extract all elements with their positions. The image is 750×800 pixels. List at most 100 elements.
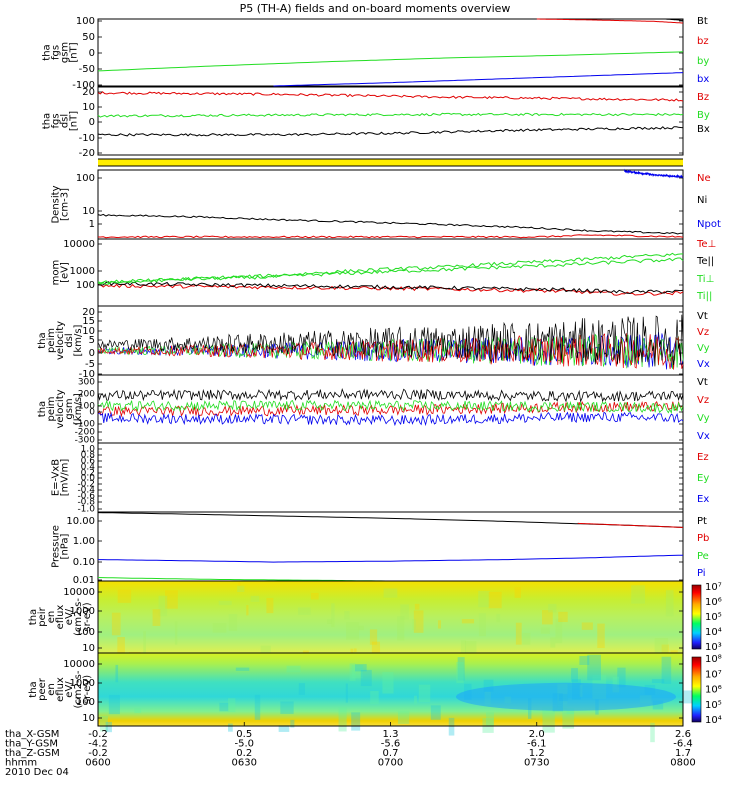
y-axis-label: [mV/m] bbox=[60, 459, 71, 497]
yellow-status-bar bbox=[98, 159, 683, 166]
y-tick-label: -20 bbox=[79, 148, 95, 159]
y-tick-label: 15 bbox=[82, 316, 95, 327]
heatmap-streak bbox=[237, 585, 245, 593]
y-axis-label: [km/s] bbox=[73, 393, 84, 425]
y-tick-label: 10 bbox=[82, 643, 95, 654]
x-axis-value: 0630 bbox=[232, 758, 257, 769]
series-line-Ti|| bbox=[97, 252, 684, 285]
heatmap-streak bbox=[354, 648, 357, 653]
heatmap-streak bbox=[579, 655, 590, 665]
y-tick-label: 0 bbox=[89, 348, 95, 359]
colorbar-tick-label: 10⁷ bbox=[705, 582, 722, 593]
heatmap-streak bbox=[456, 661, 464, 684]
y-tick-label: 300 bbox=[78, 378, 95, 388]
y-tick-label: 50 bbox=[82, 32, 95, 43]
heatmap-streak bbox=[99, 715, 108, 732]
y-axis-label: gsm bbox=[64, 398, 75, 419]
series-line-Vx bbox=[98, 411, 684, 427]
heatmap-streak bbox=[550, 637, 556, 648]
x-axis-value: -6.1 bbox=[527, 739, 547, 750]
heatmap-streak bbox=[218, 600, 232, 606]
y-tick-label: 10.00 bbox=[66, 516, 95, 527]
heatmap-streak bbox=[540, 627, 550, 634]
colorbar-tick-label: 10⁵ bbox=[705, 612, 722, 623]
legend-entry-bz: bz bbox=[697, 36, 709, 47]
y-axis-label: Pressure bbox=[51, 525, 62, 568]
y-axis-label: (cm2-s- bbox=[73, 598, 84, 636]
legend-entry-Bx: Bx bbox=[697, 124, 710, 135]
y-axis-label: peer bbox=[37, 677, 48, 701]
panel-3 bbox=[98, 158, 683, 167]
y-tick-label: 10 bbox=[82, 713, 95, 724]
panel-frame bbox=[97, 169, 684, 240]
legend-entry-Pi: Pi bbox=[697, 568, 706, 579]
y-axis-label: [nT] bbox=[69, 111, 80, 131]
y-axis-label: [nT] bbox=[69, 42, 80, 62]
heatmap-streak bbox=[562, 708, 575, 729]
heatmap-streak bbox=[227, 698, 236, 713]
heatmap-streak bbox=[515, 622, 522, 645]
y-axis-label: dsl bbox=[60, 114, 71, 128]
y-tick-label: 0 bbox=[89, 117, 95, 128]
legend-entry-Vt: Vt bbox=[697, 377, 708, 388]
y-tick-label: -50 bbox=[79, 64, 95, 75]
y-tick-label: 200 bbox=[78, 390, 95, 400]
heatmap-streak bbox=[351, 712, 361, 731]
heatmap-streak bbox=[514, 587, 521, 598]
x-axis-value: -6.4 bbox=[673, 739, 693, 750]
heatmap-streak bbox=[254, 694, 261, 720]
y-tick-label: 20 bbox=[82, 87, 95, 98]
y-tick-label: -100 bbox=[72, 80, 95, 91]
heatmap-streak bbox=[235, 667, 250, 671]
heatmap-streak bbox=[566, 709, 575, 715]
heatmap-streak bbox=[108, 694, 120, 715]
chart-title: P5 (TH-A) fields and on-board moments ov… bbox=[239, 2, 511, 15]
y-tick-label: -0.6 bbox=[77, 492, 95, 502]
heatmap-streak bbox=[344, 611, 350, 620]
x-axis-row-label: tha_X-GSM bbox=[5, 729, 59, 740]
y-axis-label: tha bbox=[28, 609, 39, 625]
y-axis-label: Density bbox=[51, 185, 62, 223]
panel-frame bbox=[97, 442, 684, 513]
y-tick-label: 0.0 bbox=[81, 474, 96, 484]
y-axis-label: sr-eV) bbox=[82, 602, 93, 631]
panel-11: 10⁸ 10⁷ 10⁶ 10⁵ 10⁴ 10000 1000 100 10 thapeerenef… bbox=[28, 652, 722, 743]
heatmap-streak bbox=[212, 623, 227, 633]
heatmap-streak bbox=[280, 701, 294, 714]
legend-entry-bx: bx bbox=[697, 74, 709, 85]
heatmap-streak bbox=[414, 603, 420, 610]
y-axis-label: [cm-3] bbox=[60, 188, 71, 221]
x-axis-value: 0730 bbox=[524, 758, 549, 769]
legend-entry-Bz: Bz bbox=[697, 92, 709, 103]
y-tick-label: 100 bbox=[78, 402, 95, 412]
y-axis-label: (cm2-s- bbox=[73, 670, 84, 708]
y-tick-label: -100 bbox=[75, 420, 96, 430]
heatmap-streak bbox=[310, 592, 319, 600]
heatmap-streak bbox=[290, 719, 295, 728]
heatmap-streak bbox=[555, 618, 563, 644]
x-axis-value: -5.0 bbox=[234, 739, 254, 750]
series-line-bx bbox=[273, 72, 684, 87]
y-tick-label: -300 bbox=[75, 436, 96, 446]
x-axis-value: 0600 bbox=[85, 758, 110, 769]
heatmap-streak bbox=[351, 665, 364, 679]
heatmap-streak bbox=[250, 595, 260, 602]
y-axis-label: sr-eV) bbox=[82, 675, 93, 704]
heatmap-streak bbox=[158, 595, 168, 617]
y-axis-label: [km/s] bbox=[73, 324, 84, 356]
series-line-Vy bbox=[97, 399, 684, 415]
series-line-Pe bbox=[97, 577, 683, 582]
legend-entry-Pt: Pt bbox=[697, 516, 707, 527]
heatmap-streak bbox=[478, 590, 490, 608]
heatmap-streak bbox=[597, 623, 605, 649]
y-axis-label: tha bbox=[42, 44, 53, 60]
x-axis-value: 2.0 bbox=[529, 729, 545, 740]
legend-entry-Ne: Ne bbox=[697, 173, 711, 184]
heatmap-streak bbox=[457, 657, 465, 681]
heatmap-streak bbox=[548, 603, 557, 613]
x-axis-table: tha_X-GSMtha_Y-GSMtha_Z-GSMhhmm-0.2-4.2-… bbox=[5, 729, 696, 778]
legend-entry-Vz: Vz bbox=[697, 395, 709, 406]
heatmap-streak bbox=[483, 679, 494, 692]
